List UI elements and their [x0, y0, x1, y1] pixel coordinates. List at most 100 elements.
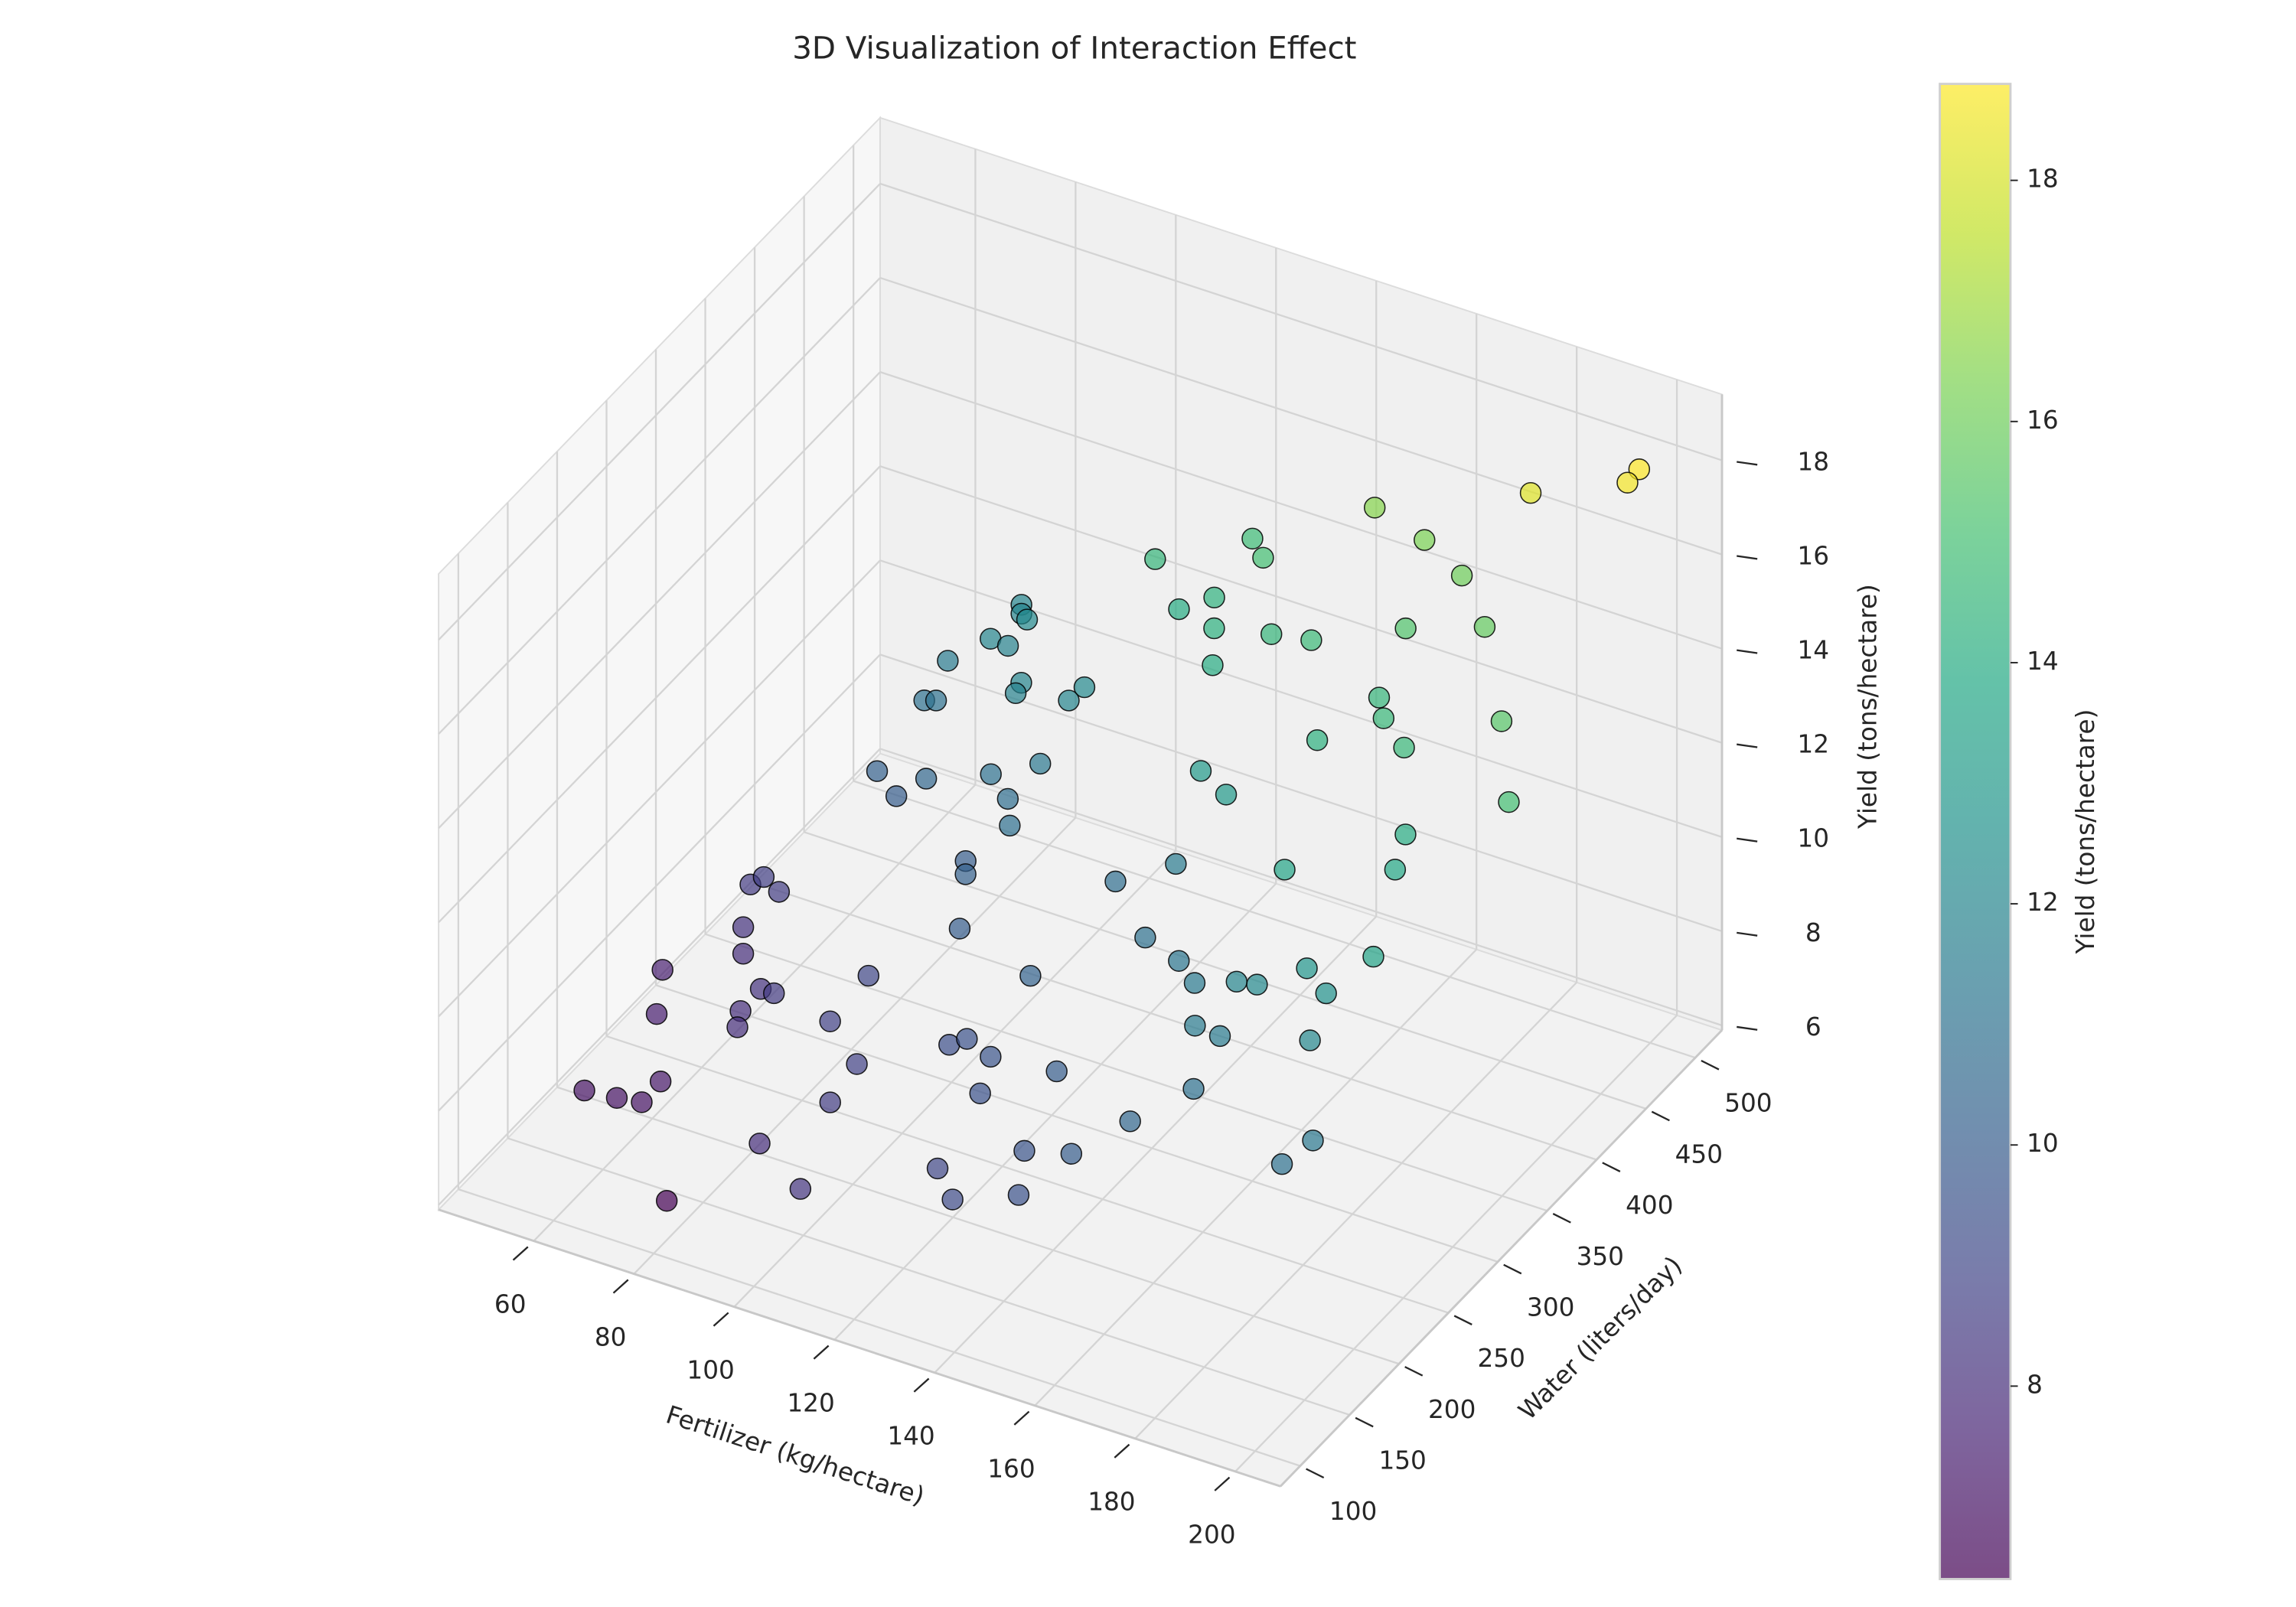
data-point	[1184, 1015, 1206, 1037]
colorbar-tick-label: 8	[2027, 1370, 2043, 1399]
tick-mark	[1013, 1410, 1030, 1426]
y-tick-label: 400	[1626, 1191, 1673, 1220]
tick-mark	[1737, 931, 1758, 937]
grid-line	[438, 277, 881, 735]
data-point	[1362, 945, 1384, 968]
tick-mark	[913, 1377, 930, 1393]
data-point	[996, 787, 1019, 810]
data-point	[1394, 823, 1417, 846]
data-point	[925, 689, 947, 712]
data-point	[948, 918, 971, 940]
data-point	[926, 1157, 949, 1180]
x-tick-label: 160	[987, 1454, 1035, 1483]
data-point	[1372, 707, 1395, 729]
y-tick-label: 200	[1428, 1395, 1476, 1424]
data-point	[1246, 973, 1268, 996]
data-point	[1182, 1077, 1205, 1100]
data-point	[726, 1016, 748, 1038]
grid-line	[458, 1188, 1301, 1467]
grid-line	[879, 276, 1723, 556]
tick-mark	[1355, 1416, 1374, 1428]
data-point	[1073, 676, 1096, 699]
data-point	[941, 1188, 964, 1211]
data-point	[1104, 870, 1127, 893]
x-tick-label: 200	[1188, 1521, 1235, 1550]
data-point	[1490, 710, 1513, 732]
tick-mark	[1737, 1025, 1758, 1031]
colorbar-tick-label: 14	[2027, 647, 2059, 676]
x-tick-label: 180	[1088, 1488, 1135, 1517]
data-point	[954, 863, 977, 885]
z-tick-label: 12	[1797, 730, 1829, 759]
grid-line	[633, 817, 1077, 1275]
data-point	[1013, 1139, 1035, 1162]
data-point	[1202, 654, 1224, 676]
axis-line	[1280, 1029, 1724, 1488]
z-tick-label: 16	[1797, 541, 1829, 570]
data-point	[1393, 736, 1415, 759]
tick-mark	[713, 1312, 729, 1327]
tick-mark	[1737, 555, 1758, 560]
points	[573, 458, 1651, 1212]
x-tick-label: 120	[787, 1388, 834, 1417]
grid-line	[606, 1035, 1449, 1314]
grid-line	[1134, 981, 1577, 1439]
y-tick-label: 500	[1724, 1089, 1772, 1118]
data-point	[1315, 982, 1337, 1005]
data-point	[1302, 1129, 1324, 1152]
tick-mark	[1503, 1263, 1522, 1275]
tick-mark	[1701, 1059, 1720, 1071]
x-tick-label: 140	[887, 1421, 934, 1450]
tick-mark	[1453, 1315, 1473, 1325]
data-point	[1363, 497, 1386, 519]
x-tick-label: 100	[687, 1355, 734, 1384]
tick-mark	[1737, 743, 1758, 748]
colorbar-tick-label: 16	[2027, 406, 2059, 435]
data-point	[1260, 623, 1283, 645]
data-point	[789, 1178, 812, 1200]
data-point	[1300, 629, 1322, 651]
y-tick-label: 150	[1378, 1446, 1426, 1475]
data-point	[1060, 1143, 1083, 1165]
data-point	[857, 964, 880, 987]
data-point	[1519, 481, 1542, 504]
data-point	[999, 814, 1021, 837]
data-point	[1225, 970, 1247, 993]
data-point	[1270, 1152, 1293, 1175]
colorbar-label: Yield (tons/hectare)	[2071, 709, 2100, 955]
data-point	[649, 1071, 672, 1093]
data-point	[969, 1082, 991, 1105]
tick-mark	[1737, 649, 1758, 654]
data-point	[980, 1045, 1002, 1068]
colorbar: 8 10 12 14 16 18	[1939, 83, 2059, 1580]
data-point	[866, 760, 889, 782]
grid-line	[833, 882, 1277, 1341]
tick-mark	[1602, 1162, 1621, 1172]
y-axis-label: Water (liters/day)	[1513, 1250, 1688, 1426]
data-point	[1203, 586, 1225, 609]
data-point	[937, 650, 959, 672]
grid-line	[705, 933, 1548, 1212]
grid-line	[1034, 948, 1477, 1407]
data-point	[1215, 784, 1238, 806]
grid-line	[879, 465, 1723, 744]
data-point	[1384, 859, 1407, 881]
data-point	[1414, 529, 1436, 551]
grid-line	[438, 559, 881, 1018]
grid-line	[438, 654, 881, 1112]
data-point	[1045, 1060, 1068, 1083]
data-point	[1183, 972, 1206, 994]
data-point	[655, 1189, 678, 1212]
data-point	[1473, 616, 1496, 638]
grid	[438, 145, 1723, 1472]
data-point	[1450, 564, 1473, 587]
data-point	[1019, 964, 1042, 987]
data-point	[885, 785, 908, 807]
y-tick-label: 250	[1478, 1344, 1525, 1373]
y-tick-label: 350	[1577, 1242, 1624, 1271]
data-point	[573, 1079, 595, 1102]
data-point	[1007, 1184, 1030, 1206]
grid-line	[934, 915, 1378, 1374]
grid-line	[438, 183, 881, 641]
data-point	[1296, 957, 1318, 980]
